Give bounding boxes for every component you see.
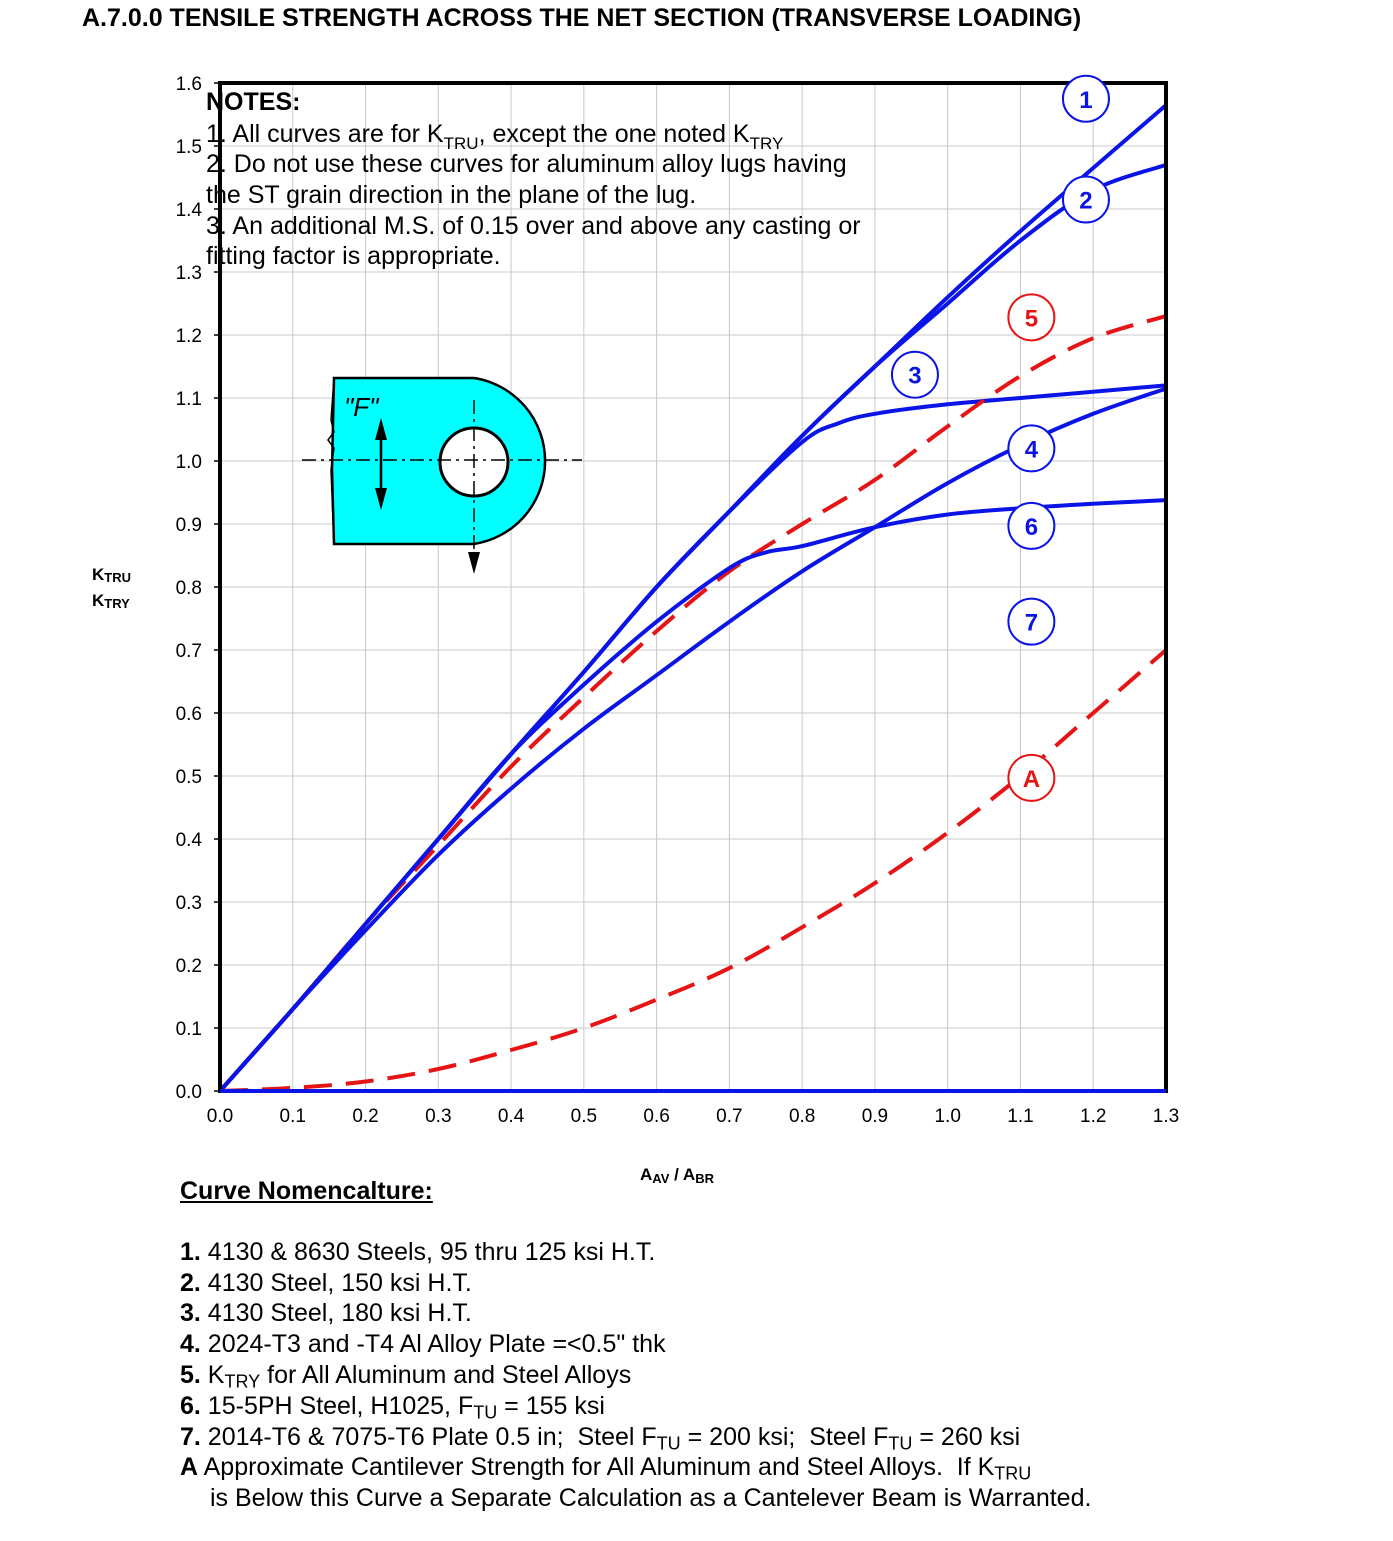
curve-label-circle [1007,753,1056,802]
y-tick-label: 0.9 [176,515,202,536]
curve-label-5: 5 [1007,293,1056,342]
y-tick-label: 1.4 [176,200,203,221]
nomenclature-item-3: 3. 4130 Steel, 180 ksi H.T. [180,1299,472,1328]
x-tick-label: 0.7 [716,1106,742,1127]
curve-a [219,648,1168,1093]
nomenclature-heading: Curve Nomencalture: [180,1177,433,1205]
nomenclature-item-4: 4. 2024-T3 and -T4 Al Alloy Plate =<0.5"… [180,1330,666,1359]
x-tick-label: 1.3 [1153,1106,1179,1127]
x-tick-label: 1.0 [934,1106,960,1127]
y-tick-label: 0.5 [176,767,202,788]
y-tick-label: 1.5 [176,137,202,158]
page-title: A.7.0.0 TENSILE STRENGTH ACROSS THE NET … [82,4,1082,32]
y-tick-label: 0.4 [176,830,203,851]
curve-label-1: 1 [1061,74,1110,123]
curve-nomenclature: Curve Nomencalture: 1. 4130 & 8630 Steel… [180,1176,1091,1514]
curve-label-6: 6 [1007,501,1056,550]
curve-6 [218,498,1167,1093]
note-3-cont: fitting factor is appropriate. [206,242,501,270]
x-tick-label: 0.5 [571,1106,597,1127]
curve-label-circle [890,350,939,399]
x-tick-label: 0.8 [789,1106,815,1127]
note-2: 2. Do not use these curves for aluminum … [206,150,847,178]
note-2-cont: the ST grain direction in the plane of t… [206,181,696,209]
curve-label-text: 3 [908,363,921,390]
y-tick-label: 0.1 [176,1019,202,1040]
curve-label-text: 1 [1079,87,1092,114]
curve-label-circle [1007,501,1056,550]
y-tick-label: 0.8 [176,578,202,599]
curve-label-7: 7 [1007,597,1056,646]
x-tick-labels: 0.0 0.1 0.2 0.3 0.4 0.5 0.6 0.7 0.8 0.9 1.0 1.1 1.2 1… [207,1106,1179,1127]
nomenclature-item-a-cont: is Below this Curve a Separate Calculati… [210,1484,1092,1513]
y-tick-label: 1.1 [176,389,202,410]
note-1: 1. All curves are for KTRU, except the o… [206,120,783,153]
x-tick-label: 0.4 [498,1106,525,1127]
y-tick-label: 0.0 [176,1082,202,1103]
y-tick-label: 1.6 [176,74,202,95]
notes-heading: NOTES: [206,88,300,116]
x-tick-label: 1.2 [1080,1106,1106,1127]
x-tick-label: 0.6 [643,1106,669,1127]
load-label: "F" [344,392,380,422]
note-3: 3. An additional M.S. of 0.15 over and a… [206,212,861,240]
curve-4 [218,386,1167,1093]
y-tick-label: 1.2 [176,326,202,347]
y-tick-label: 0.2 [176,956,202,977]
curve-label-text: 2 [1079,188,1092,215]
x-tick-label: 0.3 [425,1106,451,1127]
curve-label-circle [1007,597,1056,646]
y-tick-label: 0.3 [176,893,202,914]
curve-label-circle [1007,424,1056,473]
y-tick-labels: 0.0 0.1 0.2 0.3 0.4 0.5 0.6 0.7 0.8 0.9 1.0 1.1 1.2 1… [176,74,220,1103]
lug-diagram: "F" [302,376,582,574]
nomenclature-item-6: 6. 15-5PH Steel, H1025, FTU = 155 ksi [180,1391,605,1423]
x-tick-label: 1.1 [1007,1106,1033,1127]
curve-label-circle [1061,175,1110,224]
curve-label-3: 3 [890,350,939,399]
y-tick-label: 1.0 [176,452,202,473]
curve-label-circle [1061,74,1110,123]
curve-label-a: A [1007,753,1056,802]
curve-label-text: 6 [1025,514,1038,541]
curve-labels: 1 2 3 4 5 6 7 A [890,74,1110,802]
pin-arrow-head [468,552,480,574]
x-tick-label: 0.2 [352,1106,378,1127]
nomenclature-item-5: 5. KTRY for All Aluminum and Steel Alloy… [180,1360,632,1392]
nomenclature-item-2: 2. 4130 Steel, 150 ksi H.T. [180,1268,472,1297]
curve-label-text: A [1023,766,1040,793]
x-tick-label: 0.1 [280,1106,306,1127]
nomenclature-item-7: 7. 2014-T6 & 7075-T6 Plate 0.5 in; Steel… [180,1422,1021,1454]
chart-notes: NOTES: 1. All curves are for KTRU, excep… [206,88,861,270]
load-arrow-head-down [375,488,387,510]
x-axis-label: AAV / ABR [640,1165,715,1186]
y-tick-label: 0.6 [176,704,202,725]
nomenclature-item-1: 1. 4130 & 8630 Steels, 95 thru 125 ksi H… [180,1237,656,1266]
y-axis-label-ktry: KTRY [92,591,130,611]
load-arrow-head-up [375,418,387,440]
y-tick-label: 1.3 [176,263,202,284]
nomenclature-item-a: A Approximate Cantilever Strength for Al… [180,1453,1032,1484]
curve-label-2: 2 [1061,175,1110,224]
curve-label-text: 4 [1025,436,1039,463]
lug-break-line [327,377,335,545]
curve-label-text: 7 [1025,610,1038,637]
curve-label-4: 4 [1007,424,1056,473]
curve-label-text: 5 [1025,305,1038,332]
y-tick-label: 0.7 [176,641,202,662]
y-axis-label-ktru: KTRU [92,565,131,585]
x-tick-label: 0.9 [862,1106,888,1127]
x-tick-label: 0.0 [207,1106,233,1127]
curves [218,103,1168,1093]
curve-label-circle [1007,293,1056,342]
